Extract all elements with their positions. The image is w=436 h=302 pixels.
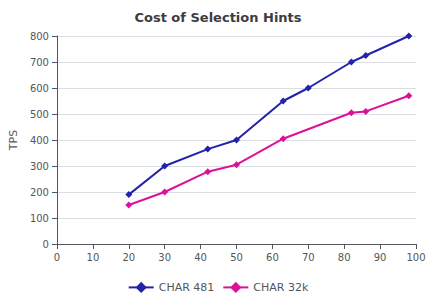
svg-text:50: 50 [230, 252, 243, 263]
svg-text:600: 600 [30, 83, 49, 94]
svg-text:500: 500 [30, 109, 49, 120]
svg-text:800: 800 [30, 31, 49, 42]
svg-text:70: 70 [302, 252, 315, 263]
svg-text:40: 40 [194, 252, 207, 263]
svg-text:60: 60 [266, 252, 279, 263]
svg-text:100: 100 [30, 213, 49, 224]
svg-text:CHAR 32k: CHAR 32k [253, 281, 309, 294]
svg-text:200: 200 [30, 187, 49, 198]
svg-text:0: 0 [54, 252, 60, 263]
svg-text:80: 80 [338, 252, 351, 263]
svg-text:100: 100 [406, 252, 425, 263]
svg-text:Cost of Selection Hints: Cost of Selection Hints [134, 10, 301, 25]
svg-text:400: 400 [30, 135, 49, 146]
svg-text:TPS: TPS [7, 130, 20, 151]
svg-text:700: 700 [30, 57, 49, 68]
svg-text:CHAR 481: CHAR 481 [159, 281, 215, 294]
svg-text:30: 30 [158, 252, 171, 263]
svg-text:10: 10 [87, 252, 100, 263]
svg-text:90: 90 [374, 252, 387, 263]
svg-text:20: 20 [122, 252, 135, 263]
svg-text:300: 300 [30, 161, 49, 172]
svg-text:0: 0 [43, 239, 49, 250]
